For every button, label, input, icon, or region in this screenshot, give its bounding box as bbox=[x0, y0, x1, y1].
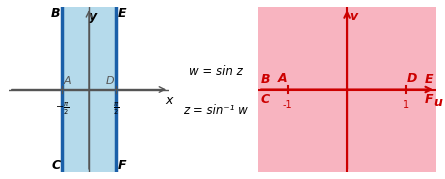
Text: B: B bbox=[51, 7, 61, 20]
Text: x: x bbox=[166, 94, 173, 107]
Text: z = sin⁻¹ w: z = sin⁻¹ w bbox=[183, 105, 248, 117]
Text: C: C bbox=[261, 93, 270, 105]
Text: $\frac{\pi}{2}$: $\frac{\pi}{2}$ bbox=[113, 100, 119, 117]
Text: w = sin z: w = sin z bbox=[189, 65, 243, 78]
Text: -1: -1 bbox=[283, 100, 292, 110]
Text: D: D bbox=[406, 72, 417, 85]
Text: F: F bbox=[118, 159, 126, 172]
Text: 1: 1 bbox=[403, 100, 409, 110]
Text: A: A bbox=[278, 72, 288, 85]
Text: F: F bbox=[425, 93, 433, 105]
Text: v: v bbox=[349, 10, 357, 23]
Text: E: E bbox=[425, 74, 433, 86]
Text: $-\frac{\pi}{2}$: $-\frac{\pi}{2}$ bbox=[55, 100, 69, 117]
Text: B: B bbox=[260, 74, 270, 86]
Text: A: A bbox=[64, 76, 72, 86]
Text: y: y bbox=[89, 10, 97, 23]
Text: D: D bbox=[106, 76, 115, 86]
Text: E: E bbox=[118, 7, 126, 20]
Text: C: C bbox=[51, 159, 61, 172]
Text: u: u bbox=[433, 96, 442, 109]
